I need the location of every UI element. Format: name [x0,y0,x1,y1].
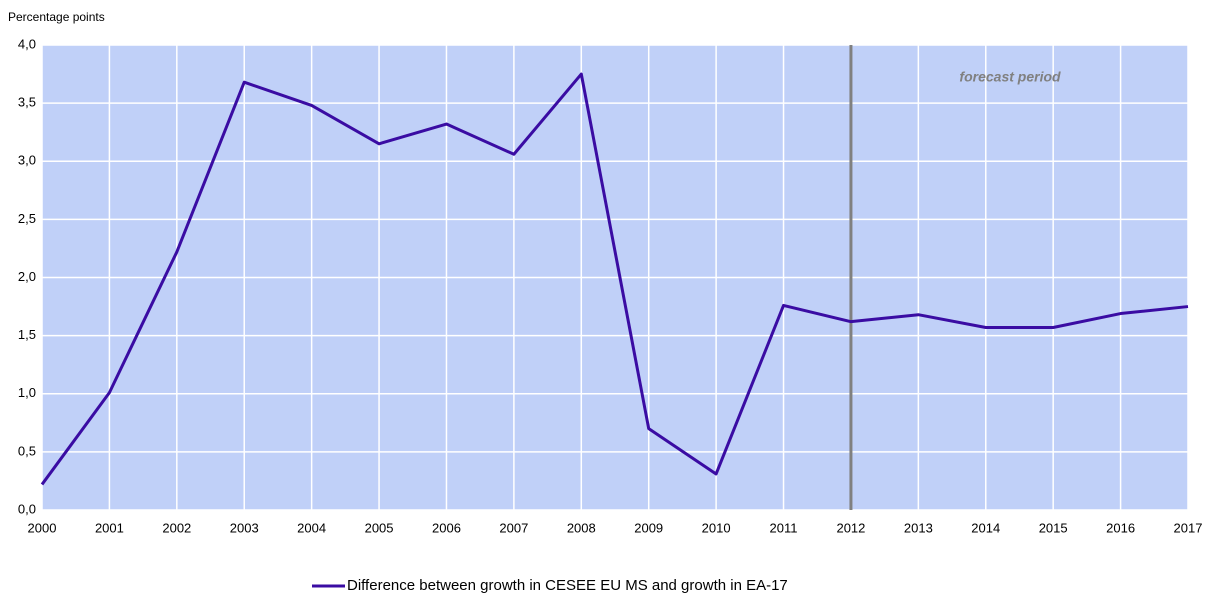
y-tick-label: 0,5 [18,443,36,458]
x-tick-label: 2011 [770,520,798,535]
x-tick-label: 2016 [1106,520,1135,535]
x-tick-label: 2009 [634,520,663,535]
x-tick-label: 2000 [28,520,57,535]
x-tick-label: 2003 [230,520,259,535]
x-tick-label: 2002 [162,520,191,535]
y-tick-label: 1,5 [18,327,36,342]
y-tick-label: 1,0 [18,385,36,400]
x-tick-label: 2014 [971,520,1000,535]
x-tick-label: 2013 [904,520,933,535]
y-tick-label: 2,0 [18,269,36,284]
y-axis-label: Percentage points [8,10,105,24]
y-tick-label: 3,5 [18,95,36,110]
x-tick-label: 2010 [702,520,731,535]
data-line [40,72,1189,486]
legend-label: Difference between growth in CESEE EU MS… [347,577,788,594]
x-tick-label: 2017 [1174,520,1203,535]
x-tick-label: 2012 [836,520,865,535]
x-tick-label: 2005 [365,520,394,535]
y-tick-label: 3,0 [18,153,36,168]
y-tick-label: 4,0 [18,36,36,51]
x-tick-label: 2004 [297,520,326,535]
y-tick-label: 0,0 [18,501,36,516]
x-tick-label: 2007 [499,520,528,535]
y-tick-label: 2,5 [18,211,36,226]
x-tick-label: 2001 [95,520,124,535]
x-tick-label: 2008 [567,520,596,535]
annotation: forecast period [959,69,1061,85]
x-tick-label: 2006 [432,520,461,535]
x-tick-label: 2015 [1039,520,1068,535]
